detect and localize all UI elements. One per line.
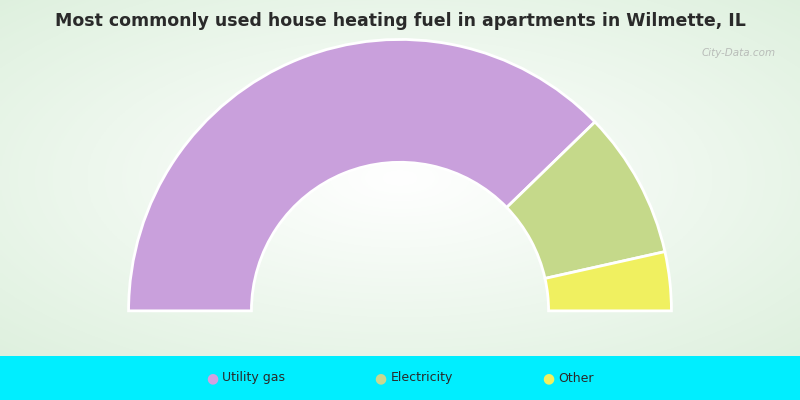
Text: Other: Other: [558, 372, 594, 384]
Wedge shape: [129, 40, 595, 311]
Text: City-Data.com: City-Data.com: [702, 48, 776, 58]
Wedge shape: [506, 122, 665, 278]
Text: ●: ●: [374, 371, 386, 385]
Text: Most commonly used house heating fuel in apartments in Wilmette, IL: Most commonly used house heating fuel in…: [54, 12, 746, 30]
Text: ●: ●: [542, 371, 554, 385]
Text: ●: ●: [206, 371, 218, 385]
Text: Electricity: Electricity: [390, 372, 453, 384]
Text: Utility gas: Utility gas: [222, 372, 286, 384]
Wedge shape: [545, 252, 671, 311]
